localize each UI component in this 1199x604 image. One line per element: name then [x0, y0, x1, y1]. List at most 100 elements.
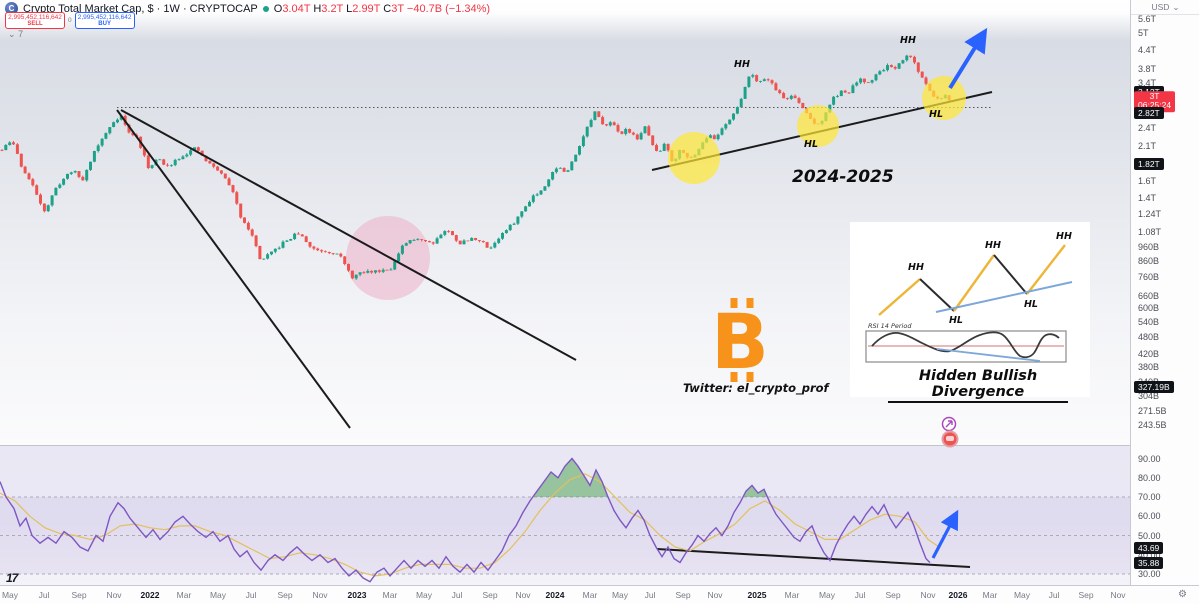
price-tick-540B: 540B [1138, 316, 1160, 327]
price-tick-380B: 380B [1138, 362, 1160, 373]
price-level-badge-1.82T: 1.82T [1134, 158, 1164, 171]
price-tick-960B: 960B [1138, 242, 1160, 253]
ohlc-values: O3.04T H3.2T L2.99T C3T −40.7B (−1.34%) [273, 2, 491, 15]
breakout-arrow [948, 27, 988, 90]
month-tick-Sep: Sep [675, 590, 691, 600]
pane-divider[interactable] [0, 445, 1130, 446]
price-tick-480B: 480B [1138, 331, 1160, 342]
buy-button[interactable]: 2,995,452,116,642 BUY [74, 12, 135, 29]
price-tick-600B: 600B [1138, 303, 1160, 313]
chevron-down-icon: ⌄ [8, 29, 16, 39]
month-tick-Nov: Nov [707, 590, 723, 600]
month-tick-Jul: Jul [245, 590, 257, 600]
month-tick-Sep: Sep [482, 590, 498, 600]
year-tick-2022: 2022 [140, 590, 160, 600]
svg-text:HH: HH [985, 240, 1001, 251]
svg-text:RSI 14 Period: RSI 14 Period [868, 322, 912, 330]
annotation-2024-2025: 2024-2025 [792, 167, 894, 187]
hidden-bullish-divergence-panel: HH HL HH HL HH RSI 14 Period Hidden Bullish D… [850, 222, 1090, 403]
month-tick-May: May [611, 590, 629, 600]
month-tick-Mar: Mar [176, 590, 192, 600]
price-level-badge-2.82T: 2.82T [1134, 106, 1164, 119]
month-tick-May: May [1013, 590, 1031, 600]
rsi-tick-80.00: 80.00 [1138, 472, 1161, 483]
chart-canvas[interactable] [0, 0, 1130, 585]
trade-buttons: 2,995,452,116,642 SELL 0 2,995,452,116,6… [5, 12, 135, 29]
svg-text:HL: HL [1024, 299, 1038, 310]
symbol-legend: C Crypto Total Market Cap, $ · 1W · CRYP… [5, 2, 490, 15]
month-tick-May: May [818, 590, 836, 600]
month-tick-May: May [209, 590, 227, 600]
yellow-highlight-circle-3 [922, 76, 966, 120]
price-axis[interactable]: USD ⌄ 5.6T 5T 4.4T 3.8T 3.4T 2.4T 2.1T 1.6T 1.4T 1… [1130, 0, 1199, 585]
month-tick-Nov: Nov [515, 590, 531, 600]
price-tick-1.4T: 1.4T [1138, 193, 1157, 204]
currency-selector[interactable]: USD ⌄ [1131, 0, 1199, 15]
inset-caption: Hidden Bullish Divergence [888, 368, 1068, 403]
price-tick-271.5B: 271.5B [1138, 405, 1167, 416]
rsi-tick-30.00: 30.00 [1138, 569, 1161, 579]
month-tick-Sep: Sep [885, 590, 901, 600]
year-tick-2023: 2023 [347, 590, 367, 600]
price-tick-1.08T: 1.08T [1138, 226, 1162, 237]
price-tick-1.24T: 1.24T [1138, 208, 1162, 219]
svg-text:HH: HH [908, 262, 924, 273]
caret-down-icon: ⌄ [1172, 1, 1180, 12]
annotation-hl: HL [929, 109, 944, 120]
chart-area[interactable]: C Crypto Total Market Cap, $ · 1W · CRYP… [0, 0, 1130, 585]
rsi-overbought-fill [532, 458, 608, 497]
rsi-tick-50.00: 50.00 [1138, 530, 1161, 541]
tradingview-logo[interactable]: 17 [6, 571, 18, 585]
symbol-icon: C [5, 2, 18, 15]
price-tick-1.6T: 1.6T [1138, 175, 1157, 186]
month-tick-Mar: Mar [982, 590, 998, 600]
month-tick-Jul: Jul [644, 590, 656, 600]
indicators-collapse-toggle[interactable]: ⌄ 7 [8, 29, 24, 39]
rsi-ma-line [0, 473, 941, 577]
month-tick-Mar: Mar [582, 590, 598, 600]
month-tick-Nov: Nov [106, 590, 122, 600]
rsi-value-badge-35.88: 35.88 [1134, 556, 1164, 569]
symbol-title[interactable]: Crypto Total Market Cap, $ · 1W · CRYPTO… [23, 2, 258, 15]
svg-text:HH: HH [1056, 231, 1072, 242]
price-tick-2.1T: 2.1T [1138, 140, 1157, 151]
price-tick-3.4T: 3.4T [1138, 78, 1157, 89]
month-tick-Jul: Jul [451, 590, 463, 600]
month-tick-Sep: Sep [71, 590, 87, 600]
sticker-icons [941, 416, 959, 448]
price-tick-860B: 860B [1138, 256, 1160, 267]
price-tick-3.8T: 3.8T [1138, 63, 1157, 74]
year-tick-2025: 2025 [747, 590, 767, 600]
rsi-tick-90.00: 90.00 [1138, 453, 1161, 464]
time-axis[interactable]: May Jul Sep Nov 2022 Mar May Jul Sep Nov 2023 Mar Ma… [0, 585, 1199, 604]
rsi-divergence-line [656, 548, 971, 568]
change-value: −40.7B (−1.34%) [406, 2, 491, 15]
sell-button[interactable]: 2,995,452,116,642 SELL [5, 12, 65, 29]
month-tick-Sep: Sep [277, 590, 293, 600]
year-tick-2026: 2026 [948, 590, 968, 600]
yellow-highlight-circle-2 [797, 105, 839, 147]
rsi-up-arrow [931, 509, 959, 559]
month-tick-Nov: Nov [920, 590, 936, 600]
price-tick-243.5B: 243.5B [1138, 419, 1167, 430]
month-tick-Nov: Nov [1110, 590, 1126, 600]
bitcoin-logo-icon: B [700, 296, 780, 386]
axis-settings-gear-icon[interactable]: ⚙ [1178, 589, 1187, 600]
descending-shallow [120, 109, 577, 361]
month-tick-Mar: Mar [784, 590, 800, 600]
annotation-hh: HH [900, 35, 916, 46]
month-tick-May: May [1, 590, 19, 600]
price-tick-5.6T: 5.6T [1138, 13, 1157, 24]
rsi-tick-40.00: 40.00 [1138, 549, 1161, 560]
price-tick-420B: 420B [1138, 349, 1160, 360]
month-tick-Jul: Jul [38, 590, 50, 600]
price-level-badge-327.19B: 327.19B [1134, 380, 1174, 393]
price-tick-5T: 5T [1138, 28, 1149, 39]
twitter-handle: Twitter: el_crypto_prof [683, 381, 829, 395]
market-status-icon [262, 5, 269, 12]
month-tick-Nov: Nov [312, 590, 328, 600]
descending-steep [116, 109, 351, 429]
price-tick-760B: 760B [1138, 272, 1160, 283]
annotation-hl: HL [804, 139, 819, 150]
